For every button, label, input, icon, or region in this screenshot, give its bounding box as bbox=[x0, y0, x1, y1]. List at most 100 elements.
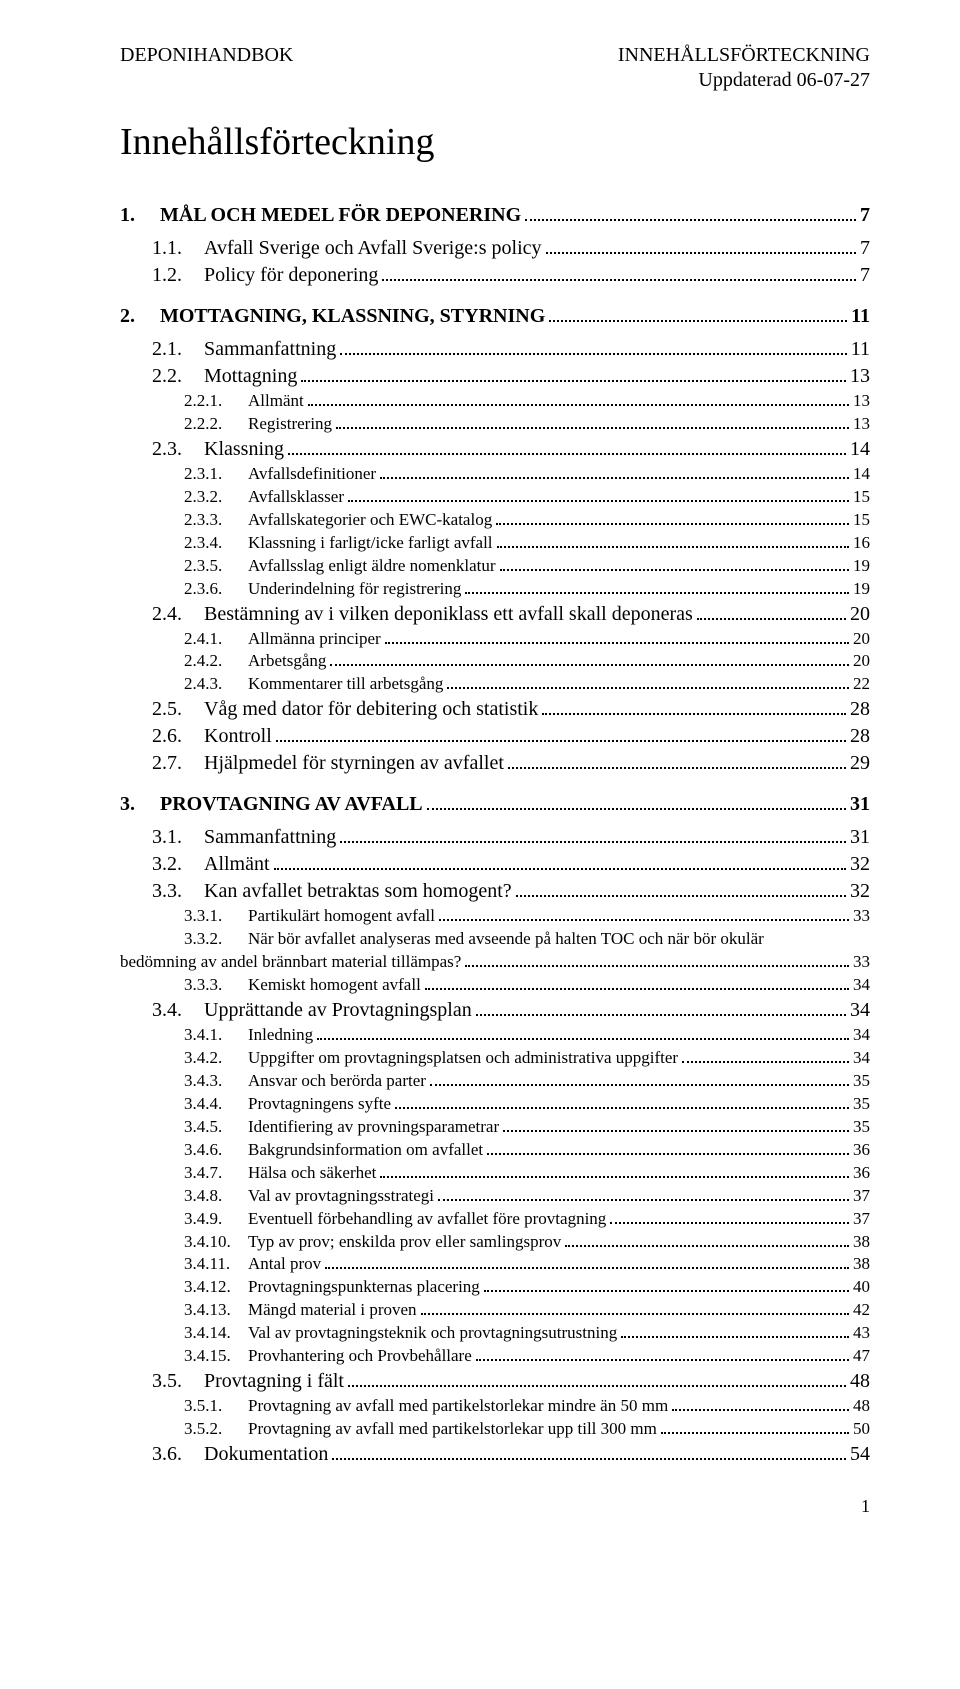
toc-text: Arbetsgång bbox=[248, 650, 326, 673]
toc-text: När bör avfallet analyseras med avseende… bbox=[248, 929, 764, 948]
toc-entry: 2.3.3.Avfallskategorier och EWC-katalog1… bbox=[184, 509, 870, 532]
toc-leader bbox=[487, 1141, 849, 1155]
toc-number: 3.2. bbox=[152, 851, 204, 878]
toc-number: 3.4.6. bbox=[184, 1139, 248, 1162]
toc-page: 20 bbox=[853, 628, 870, 651]
toc-leader bbox=[503, 1118, 849, 1132]
toc-number: 3.5.1. bbox=[184, 1395, 248, 1418]
toc-leader bbox=[546, 238, 856, 254]
toc-page: 50 bbox=[853, 1418, 870, 1441]
toc-entry: 3.3.3.Kemiskt homogent avfall34 bbox=[184, 974, 870, 997]
toc-number: 2.3. bbox=[152, 436, 204, 463]
toc-page: 19 bbox=[853, 555, 870, 578]
toc-page: 14 bbox=[853, 463, 870, 486]
toc-leader bbox=[421, 1301, 849, 1315]
toc-text: Typ av prov; enskilda prov eller samling… bbox=[248, 1231, 561, 1254]
toc-text: Antal prov bbox=[248, 1253, 321, 1276]
toc-text: Provtagning av avfall med partikelstorle… bbox=[248, 1395, 668, 1418]
toc-page: 35 bbox=[853, 1093, 870, 1116]
toc-entry: 3.4.13.Mängd material i proven42 bbox=[184, 1299, 870, 1322]
toc-entry: 3.4.Upprättande av Provtagningsplan34 bbox=[152, 997, 870, 1024]
toc-number: 3.4.14. bbox=[184, 1322, 248, 1345]
toc-leader bbox=[497, 534, 849, 548]
toc-number: 3.4.4. bbox=[184, 1093, 248, 1116]
toc-number: 3.4.2. bbox=[184, 1047, 248, 1070]
toc-page: 35 bbox=[853, 1070, 870, 1093]
toc-entry: 3.4.1.Inledning34 bbox=[184, 1024, 870, 1047]
toc-number: 3.4.9. bbox=[184, 1208, 248, 1231]
toc-text: MOTTAGNING, KLASSNING, STYRNING bbox=[160, 305, 545, 328]
toc-entry: 2.4.3.Kommentarer till arbetsgång22 bbox=[184, 673, 870, 696]
toc-text: Hjälpmedel för styrningen av avfallet bbox=[204, 750, 504, 777]
toc-text: Avfallsdefinitioner bbox=[248, 463, 376, 486]
toc-leader bbox=[308, 392, 849, 406]
toc-leader bbox=[484, 1278, 849, 1292]
toc-text: Våg med dator för debitering och statist… bbox=[204, 696, 538, 723]
toc-entry: 3.5.1.Provtagning av avfall med partikel… bbox=[184, 1395, 870, 1418]
toc-number: 2.5. bbox=[152, 696, 204, 723]
toc-leader bbox=[682, 1049, 849, 1063]
toc-entry: 3.4.15.Provhantering och Provbehållare47 bbox=[184, 1345, 870, 1368]
toc-entry: 3.4.11.Antal prov38 bbox=[184, 1253, 870, 1276]
toc-page: 7 bbox=[860, 235, 870, 262]
toc-page: 31 bbox=[850, 793, 870, 816]
running-header: DEPONIHANDBOK INNEHÅLLSFÖRTECKNING bbox=[120, 44, 870, 67]
toc-leader bbox=[430, 1072, 849, 1086]
toc-entry: 3.4.14.Val av provtagningsteknik och pro… bbox=[184, 1322, 870, 1345]
toc-number: 3.4.15. bbox=[184, 1345, 248, 1368]
toc-text: Kommentarer till arbetsgång bbox=[248, 673, 443, 696]
toc-leader bbox=[496, 511, 849, 525]
toc-text: Provhantering och Provbehållare bbox=[248, 1345, 472, 1368]
toc-number: 3.4.8. bbox=[184, 1185, 248, 1208]
toc-entry: 3.6.Dokumentation54 bbox=[152, 1441, 870, 1468]
toc-number: 2.1. bbox=[152, 336, 204, 363]
toc-number: 3.3. bbox=[152, 878, 204, 905]
document-title: Innehållsförteckning bbox=[120, 120, 870, 164]
toc-number: 3.3.2. bbox=[184, 928, 248, 951]
toc-entry: 2.2.1.Allmänt13 bbox=[184, 390, 870, 413]
toc-text: Val av provtagningsstrategi bbox=[248, 1185, 434, 1208]
toc-page: 29 bbox=[850, 750, 870, 777]
toc-text: Bakgrundsinformation om avfallet bbox=[248, 1139, 483, 1162]
table-of-contents: 1.MÅL OCH MEDEL FÖR DEPONERING71.1.Avfal… bbox=[120, 204, 870, 1468]
toc-leader bbox=[438, 1187, 849, 1201]
toc-text: Provtagning i fält bbox=[204, 1368, 344, 1395]
toc-page: 13 bbox=[853, 413, 870, 436]
toc-number: 2.3.4. bbox=[184, 532, 248, 555]
toc-leader bbox=[525, 205, 856, 221]
toc-leader bbox=[348, 1371, 846, 1387]
toc-number: 3.4.3. bbox=[184, 1070, 248, 1093]
toc-entry: 2.3.4.Klassning i farligt/icke farligt a… bbox=[184, 532, 870, 555]
toc-leader bbox=[348, 488, 849, 502]
toc-number: 2.2.1. bbox=[184, 390, 248, 413]
toc-leader bbox=[330, 653, 849, 667]
toc-number: 2.4.2. bbox=[184, 650, 248, 673]
toc-leader bbox=[672, 1397, 849, 1411]
toc-leader bbox=[425, 976, 849, 990]
header-left: DEPONIHANDBOK bbox=[120, 44, 293, 67]
toc-entry: 3.4.3.Ansvar och berörda parter35 bbox=[184, 1070, 870, 1093]
toc-leader bbox=[476, 1347, 849, 1361]
toc-entry: 2.2.2.Registrering13 bbox=[184, 413, 870, 436]
toc-number: 3.4.11. bbox=[184, 1253, 248, 1276]
toc-number: 2.3.3. bbox=[184, 509, 248, 532]
toc-leader bbox=[439, 907, 849, 921]
toc-text: Provtagningens syfte bbox=[248, 1093, 391, 1116]
toc-page: 34 bbox=[853, 1047, 870, 1070]
toc-entry: 2.MOTTAGNING, KLASSNING, STYRNING11 bbox=[120, 305, 870, 328]
toc-leader bbox=[465, 580, 849, 594]
toc-entry: 2.4.Bestämning av i vilken deponiklass e… bbox=[152, 601, 870, 628]
toc-text: Mottagning bbox=[204, 363, 297, 390]
toc-leader bbox=[465, 953, 849, 967]
toc-page: 11 bbox=[851, 336, 870, 363]
header-sub: Uppdaterad 06-07-27 bbox=[120, 69, 870, 92]
toc-page: 43 bbox=[853, 1322, 870, 1345]
toc-text: Kemiskt homogent avfall bbox=[248, 974, 421, 997]
toc-text: Allmänna principer bbox=[248, 628, 381, 651]
toc-text: Kan avfallet betraktas som homogent? bbox=[204, 878, 512, 905]
toc-leader bbox=[274, 854, 846, 870]
toc-entry: 3.4.6.Bakgrundsinformation om avfallet36 bbox=[184, 1139, 870, 1162]
toc-text: Provtagningspunkternas placering bbox=[248, 1276, 480, 1299]
toc-entry: 2.4.1.Allmänna principer20 bbox=[184, 628, 870, 651]
toc-page: 20 bbox=[853, 650, 870, 673]
